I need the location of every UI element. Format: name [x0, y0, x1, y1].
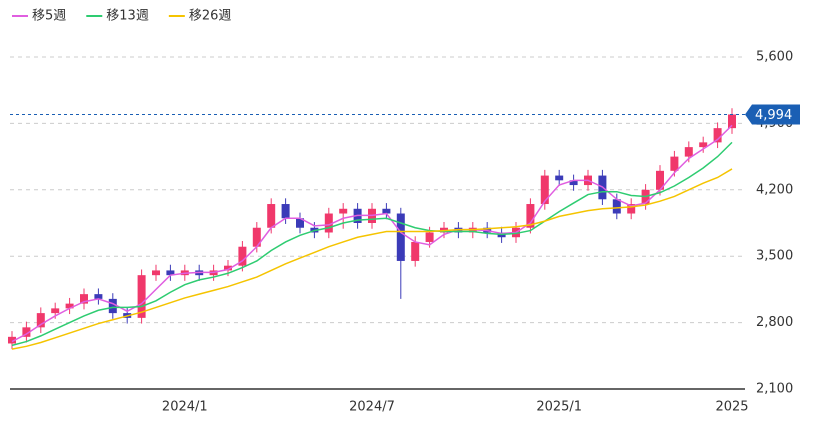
candle-body [526, 204, 535, 228]
candle-body [36, 313, 45, 328]
candle-body [382, 208, 391, 214]
ma-line [11, 124, 733, 343]
legend-label: 移5週 [32, 9, 66, 24]
y-tick-label: 5,600 [756, 50, 793, 65]
candle-body [108, 298, 117, 314]
candle-body [699, 142, 708, 148]
candle-body [713, 128, 722, 143]
y-tick-label: 2,800 [756, 315, 793, 330]
candle-body [540, 175, 549, 205]
candle-body [51, 308, 60, 314]
candle-body [339, 208, 348, 214]
candle-body [612, 199, 621, 214]
candle-body [238, 246, 247, 266]
candle-body [94, 294, 103, 299]
candle-body [656, 170, 664, 190]
candle-body [670, 156, 679, 171]
candle-body [281, 204, 290, 219]
x-tick-label: 2024/7 [349, 400, 395, 415]
candle-body [296, 218, 304, 228]
ma-line [11, 168, 733, 350]
candle-body [65, 303, 74, 309]
x-tick-label: 2024/1 [162, 400, 208, 415]
candle-body [166, 270, 175, 276]
x-tick-label: 2025/1 [536, 400, 582, 415]
candle-body [411, 241, 420, 261]
legend-label: 移13週 [106, 9, 149, 24]
candle-body [627, 204, 636, 214]
y-tick-label: 3,500 [756, 249, 793, 264]
y-tick-label: 2,100 [756, 382, 793, 397]
candle-body [684, 147, 693, 157]
candle-body [425, 232, 434, 242]
legend-label: 移26週 [189, 9, 232, 24]
candle-body [267, 204, 276, 228]
candle-body [324, 213, 333, 233]
candle-body [152, 270, 160, 276]
candle-body [252, 227, 261, 247]
candle-body [569, 180, 578, 186]
candle-body [8, 336, 16, 344]
last-price-label: 4,994 [755, 108, 792, 123]
candle-body [396, 213, 405, 261]
candle-body [555, 175, 564, 181]
candle-body [80, 294, 88, 304]
candle-body [137, 275, 146, 318]
last-price-box [745, 104, 800, 125]
candle-body [22, 327, 31, 337]
ma-line [11, 141, 733, 347]
candle-body [728, 114, 736, 129]
y-tick-label: 4,200 [756, 182, 793, 197]
candle-body [224, 265, 232, 271]
x-tick-label: 2025 [715, 400, 748, 415]
